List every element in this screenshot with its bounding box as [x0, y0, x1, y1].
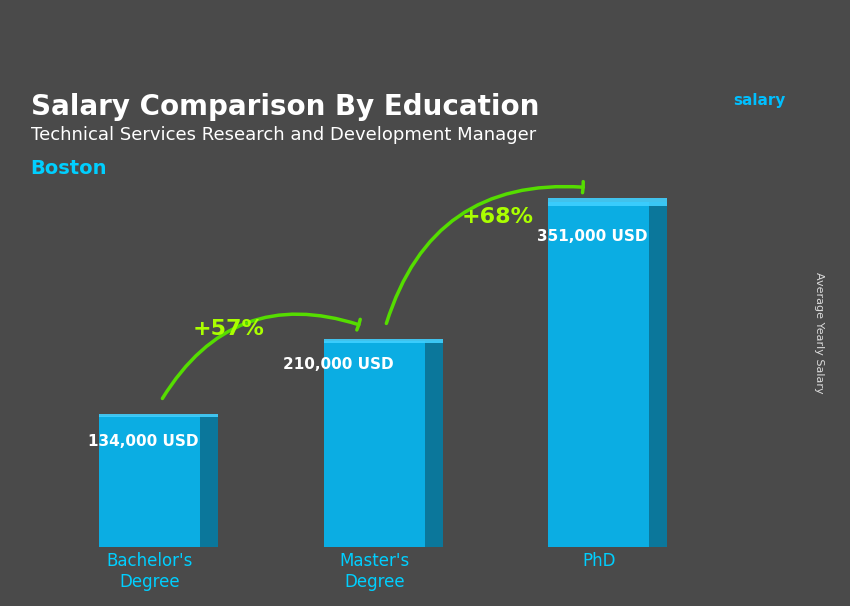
Text: +68%: +68% — [462, 207, 534, 227]
Text: Salary Comparison By Education: Salary Comparison By Education — [31, 93, 539, 121]
Text: Technical Services Research and Development Manager: Technical Services Research and Developm… — [31, 126, 536, 144]
Text: Average Yearly Salary: Average Yearly Salary — [814, 273, 824, 394]
Text: salary: salary — [733, 93, 785, 108]
Bar — [425, 341, 443, 547]
Bar — [548, 202, 649, 547]
Bar — [324, 339, 443, 343]
Text: 351,000 USD: 351,000 USD — [537, 228, 648, 244]
Bar — [548, 198, 667, 206]
Bar — [99, 414, 218, 417]
Text: 210,000 USD: 210,000 USD — [283, 357, 394, 372]
Bar — [324, 341, 425, 547]
Text: 134,000 USD: 134,000 USD — [88, 433, 199, 448]
Bar — [649, 202, 667, 547]
Bar — [201, 416, 218, 547]
Text: +57%: +57% — [192, 319, 264, 339]
Text: Boston: Boston — [31, 159, 107, 178]
Bar — [99, 416, 201, 547]
